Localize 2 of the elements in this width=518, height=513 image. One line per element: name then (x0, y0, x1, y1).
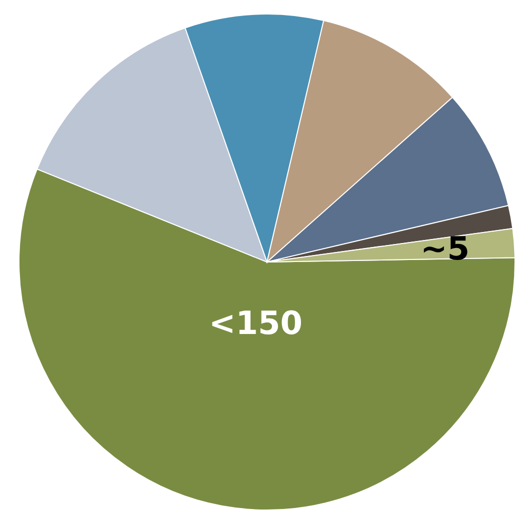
data-label: ~5 (420, 229, 470, 268)
data-label: <150 (208, 304, 302, 342)
